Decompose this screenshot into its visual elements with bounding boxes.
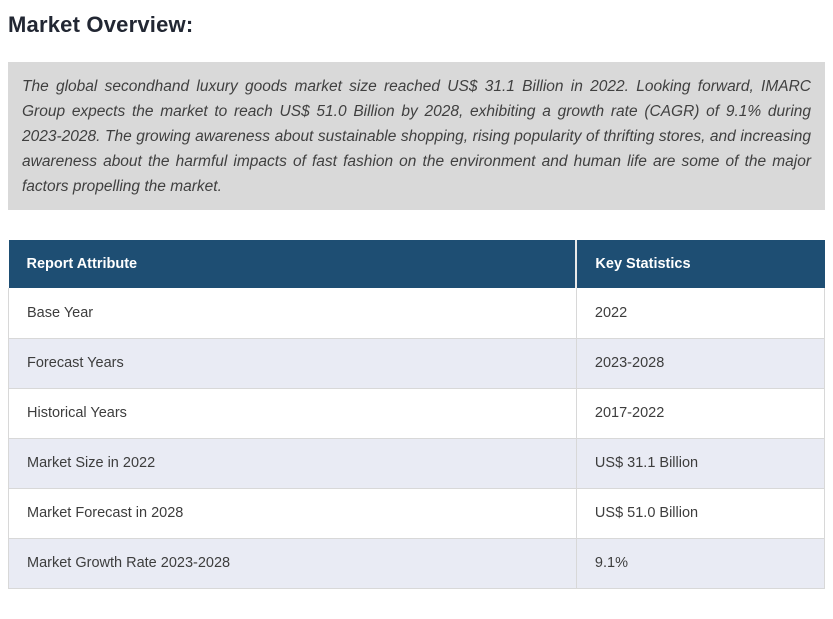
table-header-row: Report Attribute Key Statistics: [8, 240, 825, 288]
value-cell: US$ 51.0 Billion: [575, 488, 826, 539]
table-row: Base Year 2022: [8, 288, 826, 339]
table-body: Base Year 2022 Forecast Years 2023-2028 Hist…: [8, 288, 826, 589]
attribute-cell: Base Year: [8, 288, 577, 339]
value-cell: 9.1%: [575, 538, 826, 589]
attribute-cell: Forecast Years: [8, 338, 577, 389]
attribute-cell: Market Forecast in 2028: [8, 488, 577, 539]
market-overview-summary-box: The global secondhand luxury goods marke…: [8, 62, 825, 210]
value-cell: 2023-2028: [575, 338, 826, 389]
table-row: Market Growth Rate 2023-2028 9.1%: [8, 538, 826, 589]
attribute-cell: Market Growth Rate 2023-2028: [8, 538, 577, 589]
value-cell: 2022: [575, 288, 826, 339]
attribute-cell: Historical Years: [8, 388, 577, 439]
value-cell: 2017-2022: [575, 388, 826, 439]
report-statistics-table: Report Attribute Key Statistics Base Yea…: [8, 240, 826, 589]
value-cell: US$ 31.1 Billion: [575, 438, 826, 489]
attribute-cell: Market Size in 2022: [8, 438, 577, 489]
table-row: Market Forecast in 2028 US$ 51.0 Billion: [8, 488, 826, 539]
market-overview-paragraph: The global secondhand luxury goods marke…: [22, 78, 811, 195]
table-row: Market Size in 2022 US$ 31.1 Billion: [8, 438, 826, 489]
page-title: Market Overview:: [8, 12, 194, 37]
table-row: Forecast Years 2023-2028: [8, 338, 826, 389]
table-row: Historical Years 2017-2022: [8, 388, 826, 439]
column-header-key-statistics: Key Statistics: [576, 240, 825, 288]
column-header-report-attribute: Report Attribute: [8, 240, 578, 288]
